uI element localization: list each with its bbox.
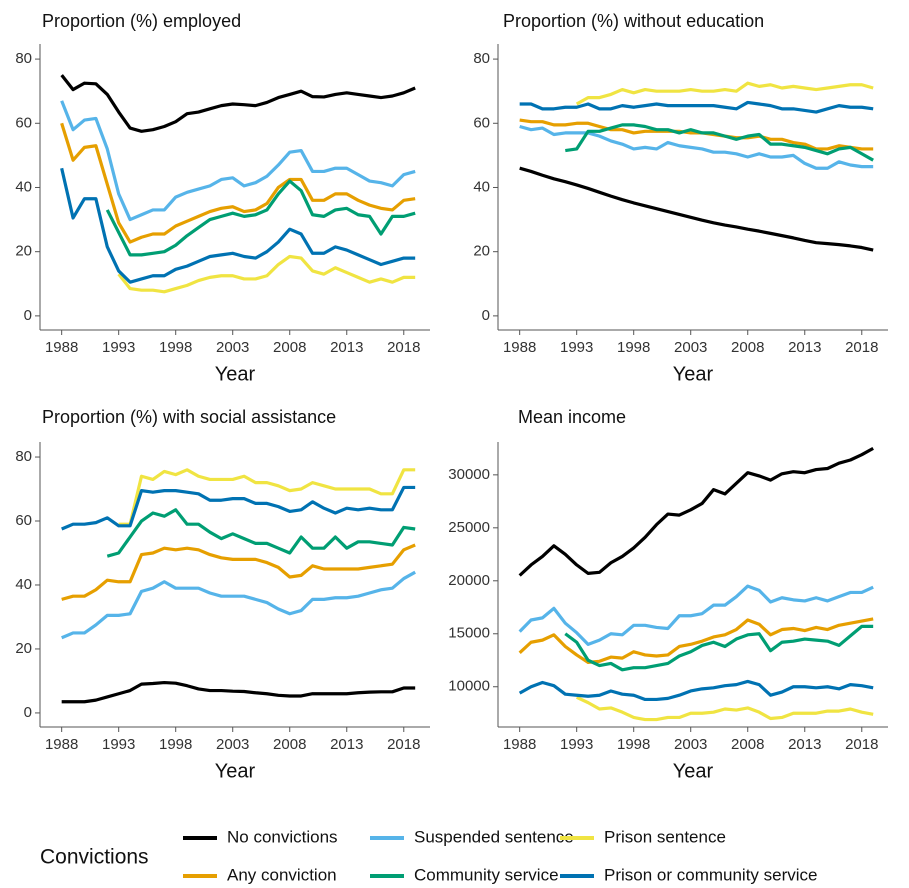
- series-line: [518, 679, 874, 702]
- y-tick-label: 80: [15, 448, 32, 465]
- x-tick-label: 2013: [330, 736, 363, 753]
- series-line: [519, 124, 874, 170]
- x-tick-label: 2008: [273, 339, 306, 356]
- series-line: [575, 81, 874, 106]
- series-line: [564, 624, 874, 672]
- y-tick-label: 20: [15, 243, 32, 260]
- chart-title: Proportion (%) with social assistance: [42, 407, 336, 427]
- x-tick-label: 1988: [503, 736, 536, 753]
- series-line: [60, 100, 416, 222]
- series-line: [61, 485, 416, 531]
- y-tick-label: 0: [24, 307, 32, 324]
- x-tick-label: 1998: [617, 736, 650, 753]
- legend-label: Any conviction: [227, 865, 337, 884]
- x-tick-label: 1993: [560, 339, 593, 356]
- y-tick-label: 20: [473, 243, 490, 260]
- x-tick-label: 1993: [102, 736, 135, 753]
- series-line: [61, 543, 416, 601]
- x-tick-label: 2003: [216, 736, 249, 753]
- series-line: [118, 468, 416, 526]
- x-tick-label: 2013: [788, 736, 821, 753]
- x-tick-label: 1993: [560, 736, 593, 753]
- legend-label: No convictions: [227, 827, 338, 846]
- x-tick-label: 1988: [45, 736, 78, 753]
- series-line: [519, 166, 874, 252]
- x-tick-label: 2003: [216, 339, 249, 356]
- x-tick-label: 2018: [387, 339, 420, 356]
- y-tick-label: 40: [473, 178, 490, 195]
- x-tick-label: 1998: [617, 339, 650, 356]
- x-tick-label: 2008: [731, 339, 764, 356]
- x-axis-label: Year: [215, 760, 256, 782]
- legend-label: Prison sentence: [604, 827, 726, 846]
- series-line: [117, 254, 416, 294]
- x-tick-label: 2013: [330, 339, 363, 356]
- series-line: [518, 617, 874, 664]
- series-line: [519, 100, 874, 114]
- series-line: [576, 695, 874, 722]
- y-tick-label: 30000: [448, 466, 490, 483]
- series-line: [61, 680, 416, 704]
- y-tick-label: 80: [15, 50, 32, 67]
- y-tick-label: 15000: [448, 625, 490, 642]
- y-tick-label: 25000: [448, 519, 490, 536]
- series-line: [60, 74, 416, 133]
- series-line: [519, 118, 874, 151]
- x-axis-label: Year: [215, 363, 256, 385]
- chart-title: Mean income: [518, 407, 626, 427]
- x-tick-label: 2018: [845, 339, 878, 356]
- y-tick-label: 60: [15, 512, 32, 529]
- y-tick-label: 60: [15, 114, 32, 131]
- y-tick-label: 80: [473, 50, 490, 67]
- x-tick-label: 2013: [788, 339, 821, 356]
- series-line: [565, 123, 874, 162]
- series-line: [61, 570, 416, 640]
- y-tick-label: 20000: [448, 572, 490, 589]
- x-tick-label: 2008: [731, 736, 764, 753]
- x-tick-label: 2003: [674, 339, 707, 356]
- series-line: [518, 446, 874, 577]
- series-line: [60, 167, 416, 284]
- x-tick-label: 1998: [159, 736, 192, 753]
- series-line: [105, 179, 416, 257]
- x-tick-label: 2008: [273, 736, 306, 753]
- y-tick-label: 20: [15, 640, 32, 657]
- chart-title: Proportion (%) employed: [42, 11, 241, 31]
- x-tick-label: 1988: [45, 339, 78, 356]
- x-tick-label: 2003: [674, 736, 707, 753]
- x-axis-label: Year: [673, 760, 714, 782]
- y-tick-label: 40: [15, 178, 32, 195]
- y-tick-label: 60: [473, 114, 490, 131]
- x-tick-label: 1998: [159, 339, 192, 356]
- y-tick-label: 40: [15, 576, 32, 593]
- y-tick-label: 0: [482, 307, 490, 324]
- x-tick-label: 2018: [845, 736, 878, 753]
- x-tick-label: 2018: [387, 736, 420, 753]
- x-tick-label: 1993: [102, 339, 135, 356]
- series-line: [106, 508, 416, 558]
- series-line: [518, 584, 874, 646]
- y-tick-label: 0: [24, 704, 32, 721]
- legend-label: Community service: [414, 865, 559, 884]
- series-line: [60, 122, 416, 244]
- y-tick-label: 10000: [448, 678, 490, 695]
- chart-title: Proportion (%) without education: [503, 11, 764, 31]
- x-tick-label: 1988: [503, 339, 536, 356]
- x-axis-label: Year: [673, 363, 714, 385]
- legend-label: Prison or community service: [604, 865, 818, 884]
- legend-label: Suspended sentence: [414, 827, 574, 846]
- legend-title: Convictions: [40, 846, 149, 869]
